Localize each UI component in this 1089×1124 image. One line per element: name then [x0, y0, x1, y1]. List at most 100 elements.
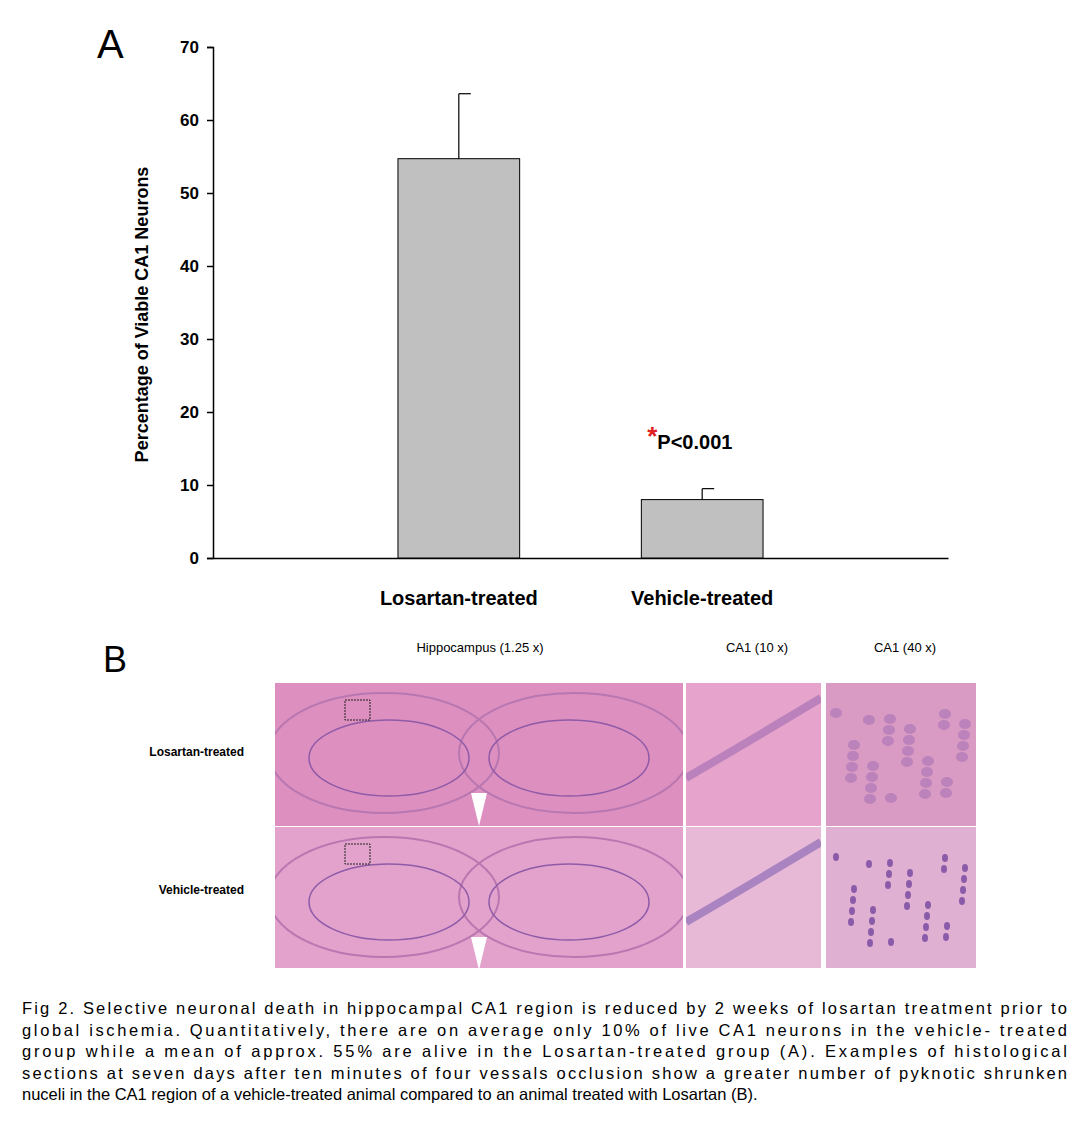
error-bar-stem: [458, 94, 459, 159]
cell-nucleus: [884, 714, 896, 724]
cell-nucleus: [863, 715, 875, 725]
figure-svg: A010203040506070Losartan-treatedVehicle-…: [0, 0, 1089, 1124]
cell-nucleus: [845, 773, 857, 783]
caption-line: group while a mean of approx. 55% are al…: [22, 1042, 1067, 1060]
y-tick: 0: [190, 549, 213, 568]
caption-line: global ischemia. Quantitatively, there a…: [22, 1021, 1067, 1039]
y-tick-label: 30: [180, 330, 199, 349]
cell-nucleus: [885, 793, 897, 803]
bar: [641, 500, 763, 558]
cell-nucleus: [960, 886, 966, 894]
cell-nucleus: [887, 859, 893, 867]
cell-nucleus: [867, 761, 879, 771]
cell-nucleus: [924, 912, 930, 920]
cell-nucleus: [939, 709, 951, 719]
cell-nucleus: [869, 917, 875, 925]
cell-nucleus: [921, 767, 933, 777]
cell-nucleus: [851, 885, 857, 893]
y-tick-mark: [207, 47, 213, 49]
tissue-structure: [459, 693, 683, 813]
y-tick: 30: [180, 330, 213, 349]
y-tick-mark: [207, 339, 213, 341]
image-background: [826, 827, 976, 968]
cell-nucleus: [866, 860, 872, 868]
tissue-structure: [489, 720, 649, 796]
panel-label: B: [103, 639, 127, 680]
histology-image: [826, 683, 976, 826]
y-axis-title: Percentage of Viable CA1 Neurons: [132, 167, 152, 463]
y-tick-mark: [207, 266, 213, 268]
cell-nucleus: [868, 928, 874, 936]
x-tick-label: Losartan-treated: [380, 587, 538, 609]
column-header: Hippocampus (1.25 x): [416, 640, 543, 655]
caption-line: nuceli in the CA1 region of a vehicle-tr…: [22, 1085, 758, 1103]
y-tick-label: 0: [190, 549, 199, 568]
image-background: [686, 827, 821, 968]
caption-line: sections at seven days after ten minutes…: [22, 1064, 1067, 1082]
y-tick-label: 10: [180, 476, 199, 495]
cell-nucleus: [848, 918, 854, 926]
cell-nucleus: [906, 880, 912, 888]
cell-nucleus: [957, 741, 969, 751]
y-tick: 70: [180, 38, 213, 57]
y-tick-mark: [207, 558, 213, 560]
y-tick-mark: [207, 193, 213, 195]
x-axis: Losartan-treated Vehicle-treated: [214, 558, 949, 609]
cell-nucleus: [925, 901, 931, 909]
cell-nucleus: [919, 789, 931, 799]
image-background: [275, 683, 683, 826]
y-tick-mark: [207, 412, 213, 414]
cell-nucleus: [833, 853, 839, 861]
image-background: [686, 683, 821, 826]
histology-image: [686, 683, 821, 826]
cell-nucleus: [870, 906, 876, 914]
ventricle: [471, 793, 487, 826]
cell-nucleus: [941, 865, 947, 873]
cell-nucleus: [848, 740, 860, 750]
figure: A010203040506070Losartan-treatedVehicle-…: [0, 0, 1089, 1124]
y-tick-mark: [207, 485, 213, 487]
cell-nucleus: [962, 864, 968, 872]
cell-nucleus: [903, 735, 915, 745]
histology-image: [275, 827, 683, 968]
y-tick-label: 50: [180, 184, 199, 203]
cell-nucleus: [904, 724, 916, 734]
cell-nucleus: [923, 923, 929, 931]
ventricle: [471, 937, 487, 968]
cell-nucleus: [882, 736, 894, 746]
cell-nucleus: [883, 725, 895, 735]
tissue-structure: [275, 693, 499, 813]
row-label: Vehicle-treated: [159, 883, 244, 897]
cell-nucleus: [943, 933, 949, 941]
cell-nucleus: [907, 869, 913, 877]
error-bar-cap: [702, 488, 714, 489]
cell-nucleus: [866, 772, 878, 782]
error-bar: [459, 94, 471, 159]
y-tick-label: 40: [180, 257, 199, 276]
error-bar-stem: [702, 489, 703, 500]
cell-nucleus: [847, 751, 859, 761]
tissue-structure: [309, 864, 469, 940]
cell-nucleus: [944, 922, 950, 930]
y-tick: 60: [180, 111, 213, 130]
cell-nucleus: [959, 897, 965, 905]
plot-area: [398, 94, 763, 558]
x-tick: Vehicle-treated: [631, 558, 773, 609]
image-background: [826, 683, 976, 826]
cell-nucleus: [922, 934, 928, 942]
x-axis-line: [214, 558, 949, 560]
cell-nucleus: [941, 777, 953, 787]
column-header: CA1 (10 x): [726, 640, 788, 655]
cell-nucleus: [846, 762, 858, 772]
cell-layer: [686, 842, 821, 922]
cell-nucleus: [905, 891, 911, 899]
cell-nucleus: [956, 752, 968, 762]
zoom-box: [345, 700, 370, 720]
column-header: CA1 (40 x): [874, 640, 936, 655]
cell-nucleus: [865, 783, 877, 793]
y-tick: 40: [180, 257, 213, 276]
panel-label: A: [97, 22, 124, 66]
y-tick-mark: [207, 120, 213, 122]
y-tick: 50: [180, 184, 213, 203]
cell-nucleus: [940, 788, 952, 798]
